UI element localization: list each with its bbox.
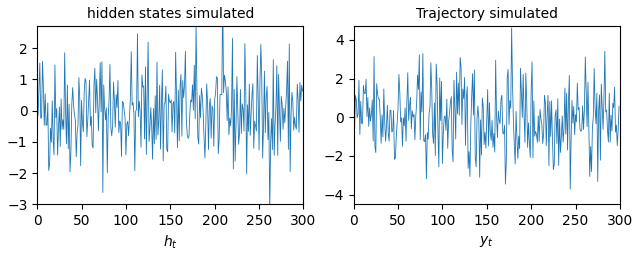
- X-axis label: $y_t$: $y_t$: [479, 234, 494, 249]
- X-axis label: $h_t$: $h_t$: [163, 234, 178, 251]
- Title: Trajectory simulated: Trajectory simulated: [416, 7, 558, 21]
- Title: hidden states simulated: hidden states simulated: [86, 7, 254, 21]
